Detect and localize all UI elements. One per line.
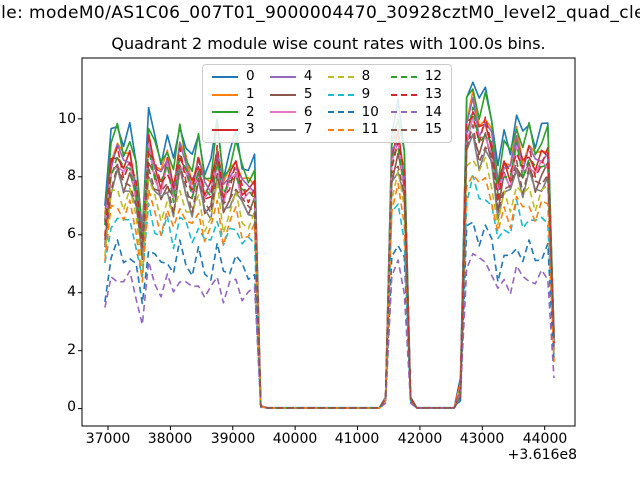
series-13-line — [104, 116, 555, 409]
legend-label: 5 — [303, 85, 313, 102]
legend-item-4: 4 — [269, 68, 316, 85]
legend-item-5: 5 — [269, 85, 316, 102]
legend-item-9: 9 — [327, 85, 379, 102]
legend-item-14: 14 — [390, 103, 442, 120]
legend-line-sample — [212, 75, 238, 78]
x-axis-offset-label: +3.616e8 — [507, 447, 577, 463]
x-tick-label: 42000 — [397, 431, 443, 447]
legend-line-sample — [269, 75, 296, 78]
axes-frame — [81, 57, 576, 427]
legend-item-0: 0 — [212, 70, 258, 84]
legend-item-13: 13 — [390, 85, 442, 102]
legend-item-1: 1 — [212, 85, 258, 102]
legend-item-6: 6 — [269, 103, 316, 120]
series-7-line — [104, 133, 555, 409]
legend-line-sample — [212, 129, 238, 132]
legend-label: 8 — [361, 68, 371, 85]
legend-label: 10 — [361, 103, 379, 120]
legend-label: 7 — [303, 121, 313, 138]
legend-label: 9 — [361, 85, 371, 102]
legend-item-8: 8 — [327, 68, 379, 85]
x-tick-label: 38000 — [147, 431, 193, 447]
series-8-line — [104, 156, 555, 409]
legend-label: 4 — [303, 68, 313, 85]
figure-suptitle: a file: modeM0/AS1C06_007T01_9000004470_… — [0, 3, 640, 23]
legend-line-sample — [269, 93, 296, 96]
legend-label: 14 — [424, 103, 442, 120]
legend: 0 1 2 3 4 5 6 7 8 9 10 11 12 13 14 15 — [202, 64, 452, 143]
legend-label: 12 — [424, 68, 442, 85]
legend-line-sample — [390, 129, 417, 132]
legend-label: 6 — [303, 103, 313, 120]
legend-label: 13 — [424, 85, 442, 102]
legend-item-3: 3 — [212, 123, 258, 137]
y-tick-label: 8 — [67, 168, 76, 184]
x-tick-label: 40000 — [272, 431, 318, 447]
legend-label: 2 — [246, 103, 255, 120]
legend-line-sample — [390, 93, 417, 96]
legend-item-15: 15 — [390, 121, 442, 138]
series-5-line — [104, 132, 555, 409]
y-tick-label: 0 — [67, 399, 76, 415]
y-tick-label: 10 — [58, 111, 76, 127]
legend-item-2: 2 — [212, 103, 258, 120]
legend-line-sample — [269, 111, 296, 114]
series-9-line — [104, 175, 555, 409]
legend-label: 11 — [361, 121, 379, 138]
legend-line-sample — [327, 93, 354, 96]
legend-label: 3 — [246, 121, 255, 138]
series-4-line — [104, 97, 555, 409]
legend-line-sample — [327, 111, 354, 114]
y-tick-label: 6 — [67, 226, 76, 242]
y-tick-label: 2 — [67, 342, 76, 358]
x-tick-label: 39000 — [210, 431, 256, 447]
legend-line-sample — [327, 75, 354, 78]
legend-item-10: 10 — [327, 103, 379, 120]
x-tick-label: 41000 — [334, 431, 380, 447]
legend-item-11: 11 — [327, 121, 379, 138]
y-tick-label: 4 — [67, 284, 76, 300]
chart-title: Quadrant 2 module wise count rates with … — [111, 34, 546, 53]
legend-item-7: 7 — [269, 121, 316, 138]
series-10-line — [104, 221, 555, 409]
legend-item-12: 12 — [390, 68, 442, 85]
series-15-line — [104, 124, 555, 409]
series-14-line — [104, 252, 555, 409]
series-11-line — [104, 173, 555, 409]
series-6-line — [104, 116, 555, 409]
legend-line-sample — [327, 129, 354, 132]
legend-line-sample — [269, 129, 296, 132]
legend-line-sample — [212, 111, 238, 114]
x-tick-label: 43000 — [459, 431, 505, 447]
x-tick-label: 44000 — [522, 431, 568, 447]
legend-line-sample — [212, 93, 238, 96]
x-tick-label: 37000 — [85, 431, 131, 447]
legend-label: 0 — [246, 68, 255, 85]
legend-line-sample — [390, 111, 417, 114]
legend-line-sample — [390, 75, 417, 78]
legend-label: 15 — [424, 121, 442, 138]
legend-label: 1 — [246, 85, 255, 102]
